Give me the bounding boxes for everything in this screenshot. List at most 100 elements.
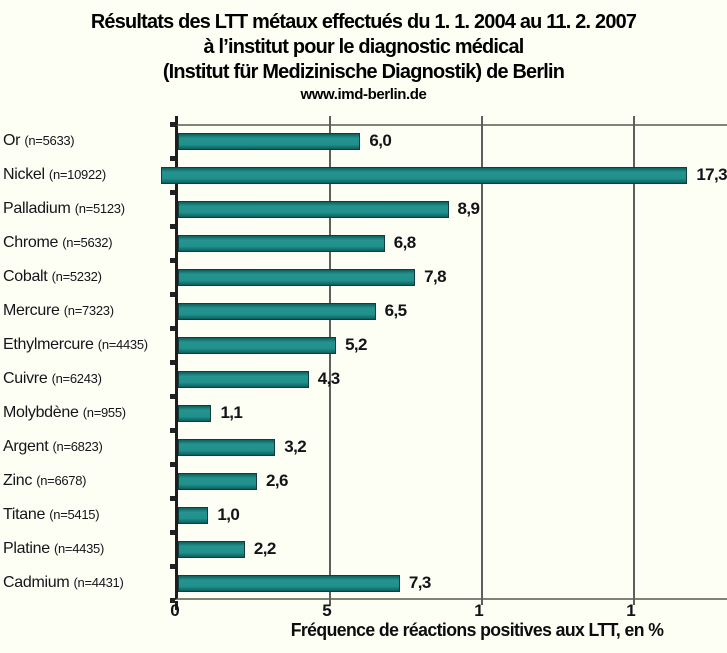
chart-row: Platine (n=4435) 2,2 [0,532,727,566]
bar [178,302,376,320]
value-label: 7,8 [424,267,446,286]
bar [178,336,337,354]
sample-size: (n=10922) [48,167,106,182]
category-label: Zinc (n=6678) [0,472,175,490]
bar-track: 7,8 [175,260,727,294]
chart-row: Ethylmercure (n=4435) 5,2 [0,328,727,362]
sample-size: (n=955) [82,405,126,420]
metal-name: Cobalt [3,268,52,285]
bar-track: 6,5 [175,294,727,328]
category-label: Titane (n=5415) [0,506,175,524]
x-axis-tick-label: 1 [626,601,636,620]
bar-track: 8,9 [175,192,727,226]
category-label: Molybdène (n=955) [0,404,175,422]
sample-size: (n=5123) [74,201,125,216]
value-label: 2,2 [253,539,276,558]
gridline [481,116,483,605]
sample-size: (n=5633) [24,133,75,148]
y-axis-tick [170,190,175,195]
bar-track: 3,2 [175,430,727,464]
chart-row: Cuivre (n=6243) 4,3 [0,362,727,396]
sample-size: (n=4431) [73,575,124,590]
category-label: Palladium (n=5123) [0,200,175,218]
website-url: www.imd-berlin.de [300,86,427,103]
category-label: Cobalt (n=5232) [0,268,175,286]
bar-track: 2,6 [175,464,727,498]
metal-name: Nickel [3,166,49,183]
metal-name: Argent [3,438,53,455]
chart-row: Mercure (n=7323) 6,5 [0,294,727,328]
bar [178,540,245,558]
bar-track: 4,3 [175,362,727,396]
category-label: Cuivre (n=6243) [0,370,175,388]
bar [178,404,212,422]
chart-row: Nickel (n=10922) 17,3 [0,158,727,192]
category-label: Nickel (n=10922) [0,166,158,184]
y-axis-extension [175,116,178,125]
gridline [633,116,635,605]
metal-name: Zinc [3,472,37,489]
bar-track: 6,0 [175,124,727,158]
x-axis-tick-label: 0 [170,601,180,620]
y-axis-tick [170,326,175,331]
sample-size: (n=5232) [51,269,102,284]
chart-row: Titane (n=5415) 1,0 [0,498,727,532]
y-axis-tick [170,394,175,399]
x-axis-title: Fréquence de réactions positives aux LTT… [290,620,664,640]
y-axis-tick [170,292,175,297]
y-axis-tick [170,428,175,433]
bar-track: 5,2 [175,328,727,362]
value-label: 6,8 [393,233,416,252]
chart-row: Cobalt (n=5232) 7,8 [0,260,727,294]
category-label: Mercure (n=7323) [0,302,175,320]
metal-name: Molybdène [3,404,83,421]
sample-size: (n=5632) [62,235,113,250]
y-axis-tick [170,462,175,467]
value-label: 1,1 [220,403,243,422]
value-label: 17,3 [696,165,727,184]
chart-row: Or (n=5633) 6,0 [0,124,727,158]
bar [178,574,400,592]
bar-track: 1,0 [175,498,727,532]
chart-row: Chrome (n=5632) 6,8 [0,226,727,260]
metal-name: Cadmium [3,574,74,591]
value-label: 4,3 [317,369,340,388]
bar [178,370,309,388]
sample-size: (n=4435) [97,337,148,352]
metal-name: Or [3,132,25,149]
category-label: Ethylmercure (n=4435) [0,336,175,354]
chart-title-block: Résultats des LTT métaux effectués du 1.… [0,9,727,104]
value-label: 5,2 [345,335,367,354]
bar-track: 2,2 [175,532,727,566]
plot-area [170,116,727,610]
value-label: 3,2 [284,437,307,456]
sample-size: (n=5415) [49,507,100,522]
bar [178,268,416,286]
bar [178,234,385,252]
value-label: 2,6 [266,471,288,490]
bar [178,132,361,150]
bar-track: 1,1 [175,396,727,430]
bar [178,200,449,218]
metal-name: Chrome [3,234,63,251]
category-label: Or (n=5633) [0,132,175,150]
category-label: Chrome (n=5632) [0,234,175,252]
metal-name: Palladium [3,200,75,217]
category-label: Argent (n=6823) [0,438,175,456]
chart-row: Cadmium (n=4431) 7,3 [0,566,727,600]
y-axis-tick [170,258,175,263]
y-axis-tick [170,530,175,535]
chart-row: Zinc (n=6678) 2,6 [0,464,727,498]
metal-name: Titane [3,506,50,523]
bar [178,472,258,490]
value-label: 7,3 [408,573,431,592]
y-axis-tick [170,122,175,127]
value-label: 6,5 [384,301,407,320]
chart-row: Molybdène (n=955) 1,1 [0,396,727,430]
sample-size: (n=6678) [36,473,87,488]
bar-track: 17,3 [158,158,727,192]
chart-row: Argent (n=6823) 3,2 [0,430,727,464]
metal-name: Ethylmercure [3,336,98,353]
gridline [329,116,331,605]
